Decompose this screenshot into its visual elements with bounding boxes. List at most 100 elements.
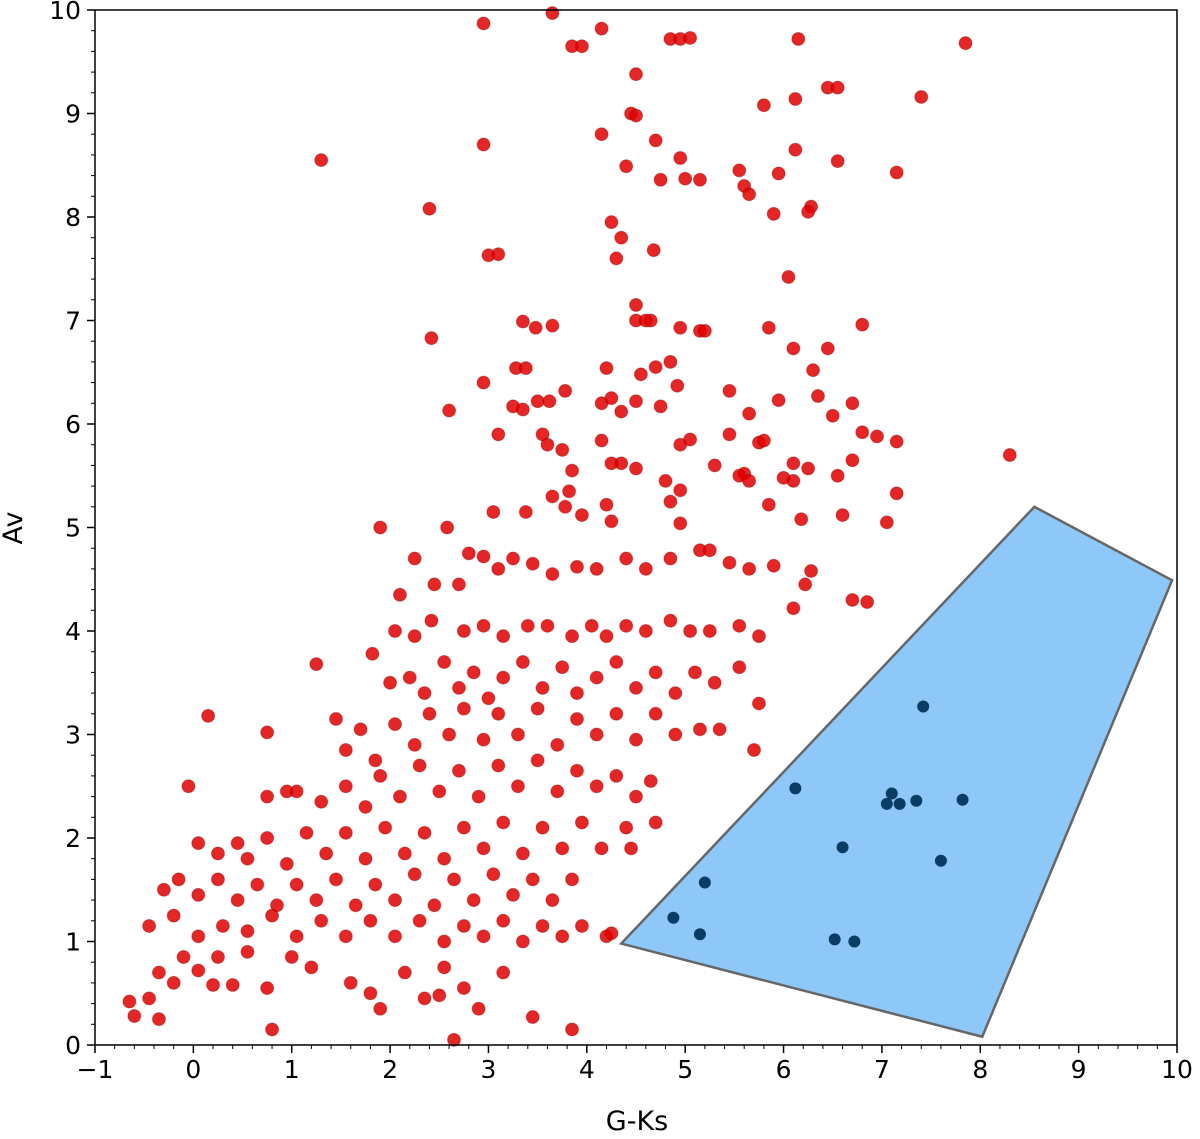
data-point [525, 872, 540, 887]
data-point [889, 486, 904, 501]
selected-data-point [828, 933, 841, 946]
data-point [643, 774, 658, 789]
data-point [604, 456, 619, 471]
data-point [643, 313, 658, 328]
data-point [542, 394, 557, 409]
data-point [624, 841, 639, 856]
data-point [530, 394, 545, 409]
x-tick-label: 3 [481, 1055, 497, 1084]
data-point [855, 425, 870, 440]
data-point [589, 727, 604, 742]
data-point [260, 789, 275, 804]
data-point [594, 841, 609, 856]
x-tick-label: 9 [1071, 1055, 1087, 1084]
data-point [629, 67, 643, 82]
selected-data-point [956, 793, 969, 806]
data-point [328, 872, 343, 887]
selected-data-point [698, 876, 711, 889]
data-point [732, 618, 747, 633]
data-point [388, 624, 403, 638]
data-point [314, 794, 329, 809]
data-point [604, 926, 619, 941]
data-point [747, 743, 762, 758]
data-point [476, 732, 491, 747]
data-point [447, 1032, 462, 1047]
data-point [609, 706, 624, 721]
data-point [530, 753, 545, 768]
data-point [788, 92, 803, 107]
data-point [358, 851, 373, 866]
x-tick-label: 8 [972, 1055, 988, 1084]
data-point [801, 204, 816, 219]
data-point [668, 727, 683, 742]
data-point [771, 166, 786, 181]
selected-data-point [848, 935, 861, 948]
data-point [265, 1022, 280, 1037]
y-tick-label: 1 [65, 928, 81, 957]
data-point [191, 963, 206, 978]
data-point [594, 127, 609, 142]
x-tick-label: 1 [284, 1055, 300, 1084]
data-point [299, 825, 314, 840]
selected-data-point [934, 854, 947, 867]
data-point [804, 563, 819, 578]
data-point [673, 320, 688, 335]
data-point [368, 753, 383, 768]
selected-data-point [917, 700, 930, 713]
data-point [545, 893, 560, 908]
data-point [599, 361, 614, 376]
selected-data-point [693, 928, 706, 941]
data-point [663, 613, 678, 628]
data-point [279, 856, 294, 871]
data-point [319, 846, 334, 861]
data-point [794, 512, 809, 527]
data-point [407, 551, 422, 566]
background-points-layer [122, 6, 1017, 1047]
data-point [427, 898, 442, 913]
data-point [151, 965, 166, 980]
data-point [171, 872, 186, 887]
data-point [506, 551, 521, 566]
x-tick-label: 10 [1161, 1055, 1193, 1084]
data-point [260, 725, 275, 740]
data-point [471, 789, 486, 804]
data-point [589, 779, 604, 794]
data-point [476, 16, 491, 31]
data-point [599, 629, 614, 644]
data-point [648, 815, 663, 830]
data-point [289, 877, 304, 892]
data-point [424, 613, 439, 628]
data-point [388, 929, 403, 944]
data-point [525, 1010, 540, 1025]
data-point [594, 21, 609, 36]
data-point [456, 981, 471, 996]
data-point [555, 660, 570, 675]
data-point [442, 727, 457, 742]
data-point [648, 665, 663, 680]
data-point [742, 187, 757, 202]
data-point [751, 629, 766, 644]
data-point [958, 36, 973, 51]
data-point [176, 950, 191, 965]
y-tick-label: 2 [65, 824, 81, 853]
data-point [879, 515, 894, 530]
data-point [604, 215, 619, 230]
data-point [471, 1001, 486, 1016]
y-tick-label: 8 [65, 203, 81, 232]
data-point [702, 543, 717, 558]
data-point [673, 516, 688, 531]
data-point [756, 433, 771, 448]
data-point [412, 758, 427, 773]
data-point [835, 508, 850, 523]
data-point [365, 646, 380, 661]
data-point [373, 768, 388, 783]
x-axis-label: G-Ks [606, 1106, 668, 1137]
data-point [456, 918, 471, 933]
x-tick-label: 4 [579, 1055, 595, 1084]
data-point [569, 711, 584, 726]
data-point [518, 361, 533, 376]
y-tick-label: 5 [65, 514, 81, 543]
data-point [456, 820, 471, 835]
data-point [545, 489, 560, 504]
data-point [191, 836, 206, 851]
